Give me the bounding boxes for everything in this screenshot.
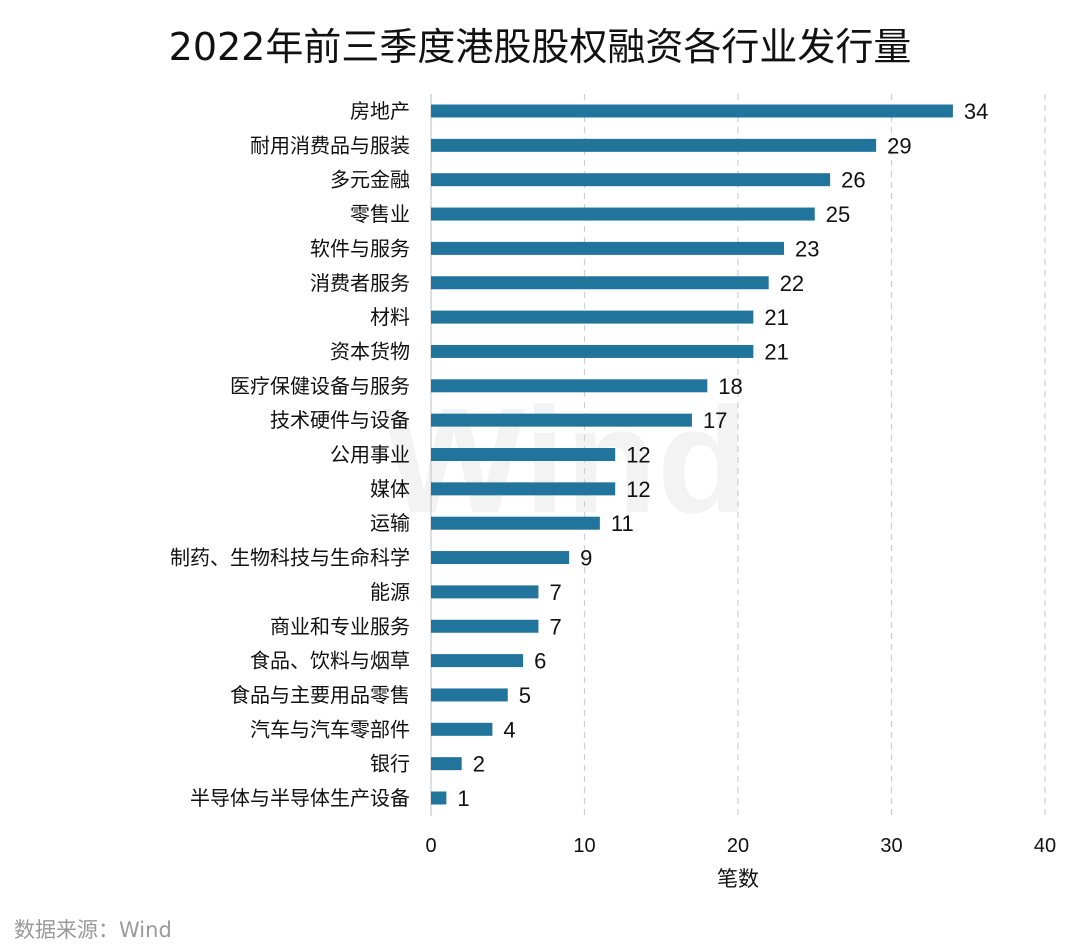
category-label: 制药、生物科技与生命科学	[170, 546, 410, 570]
category-label: 汽车与汽车零部件	[250, 717, 410, 741]
bar	[431, 482, 616, 496]
category-label: 材料	[370, 305, 410, 329]
bar	[431, 551, 570, 565]
bar	[431, 619, 539, 633]
category-label: 房地产	[350, 99, 410, 123]
data-label: 7	[549, 614, 561, 639]
chart-title: 2022年前三季度港股股权融资各行业发行量	[169, 25, 912, 69]
data-label: 17	[703, 408, 727, 433]
data-label: 1	[457, 786, 469, 811]
bar	[431, 448, 616, 461]
x-tick-label: 20	[727, 835, 749, 857]
data-label: 34	[964, 99, 988, 124]
category-labels: 房地产耐用消费品与服装多元金融零售业软件与服务消费者服务材料资本货物医疗保健设备…	[170, 99, 410, 810]
category-label: 技术硬件与设备	[270, 408, 410, 432]
data-label: 12	[626, 477, 650, 502]
bar	[431, 757, 462, 771]
data-label: 26	[841, 168, 865, 193]
data-label: 2	[473, 752, 485, 777]
category-label: 银行	[370, 752, 410, 776]
category-label: 医疗保健设备与服务	[230, 374, 410, 398]
bars	[431, 104, 953, 805]
bar	[431, 276, 769, 290]
category-label: 商业和专业服务	[270, 614, 410, 638]
x-tick-label: 0	[425, 835, 436, 857]
data-label: 5	[519, 683, 531, 708]
source-note: 数据来源：Wind	[14, 918, 172, 942]
category-label: 半导体与半导体生产设备	[190, 786, 410, 810]
data-label: 4	[503, 717, 515, 742]
category-label: 能源	[370, 580, 410, 604]
bar	[431, 344, 754, 358]
bar	[431, 585, 539, 599]
data-label: 12	[626, 443, 650, 468]
bar	[431, 173, 831, 187]
bar	[431, 138, 877, 152]
category-label: 软件与服务	[310, 236, 410, 260]
x-axis-ticks: 0 10 20 30 40	[425, 835, 1056, 857]
bar	[431, 791, 447, 805]
data-label: 23	[795, 236, 819, 261]
bar	[431, 241, 785, 255]
bar	[431, 516, 600, 530]
x-tick-label: 30	[880, 835, 902, 857]
category-label: 食品与主要用品零售	[230, 683, 410, 707]
data-label: 9	[580, 546, 592, 571]
data-label: 11	[611, 511, 634, 536]
x-tick-label: 40	[1034, 835, 1056, 857]
bar	[431, 207, 815, 221]
category-label: 公用事业	[330, 443, 410, 467]
category-label: 媒体	[370, 477, 410, 501]
data-label: 21	[764, 339, 788, 364]
bar	[431, 379, 708, 393]
bar	[431, 654, 524, 668]
category-label: 资本货物	[330, 339, 410, 363]
bar	[431, 688, 508, 702]
data-label: 6	[534, 649, 546, 674]
bar	[431, 722, 493, 736]
category-label: 耐用消费品与服装	[250, 133, 410, 157]
x-tick-label: 10	[573, 835, 595, 857]
category-label: 食品、饮料与烟草	[250, 649, 410, 673]
bar	[431, 413, 692, 427]
x-axis-title: 笔数	[717, 867, 759, 891]
data-label: 25	[826, 202, 850, 227]
category-label: 零售业	[350, 202, 410, 226]
category-label: 多元金融	[330, 168, 410, 192]
data-label: 18	[718, 374, 742, 399]
bar	[431, 310, 754, 324]
data-label: 7	[549, 580, 561, 605]
bar	[431, 104, 953, 118]
category-label: 运输	[370, 511, 410, 535]
data-label: 21	[764, 305, 788, 330]
category-label: 消费者服务	[310, 271, 410, 295]
data-label: 29	[887, 133, 911, 158]
data-label: 22	[780, 271, 804, 296]
